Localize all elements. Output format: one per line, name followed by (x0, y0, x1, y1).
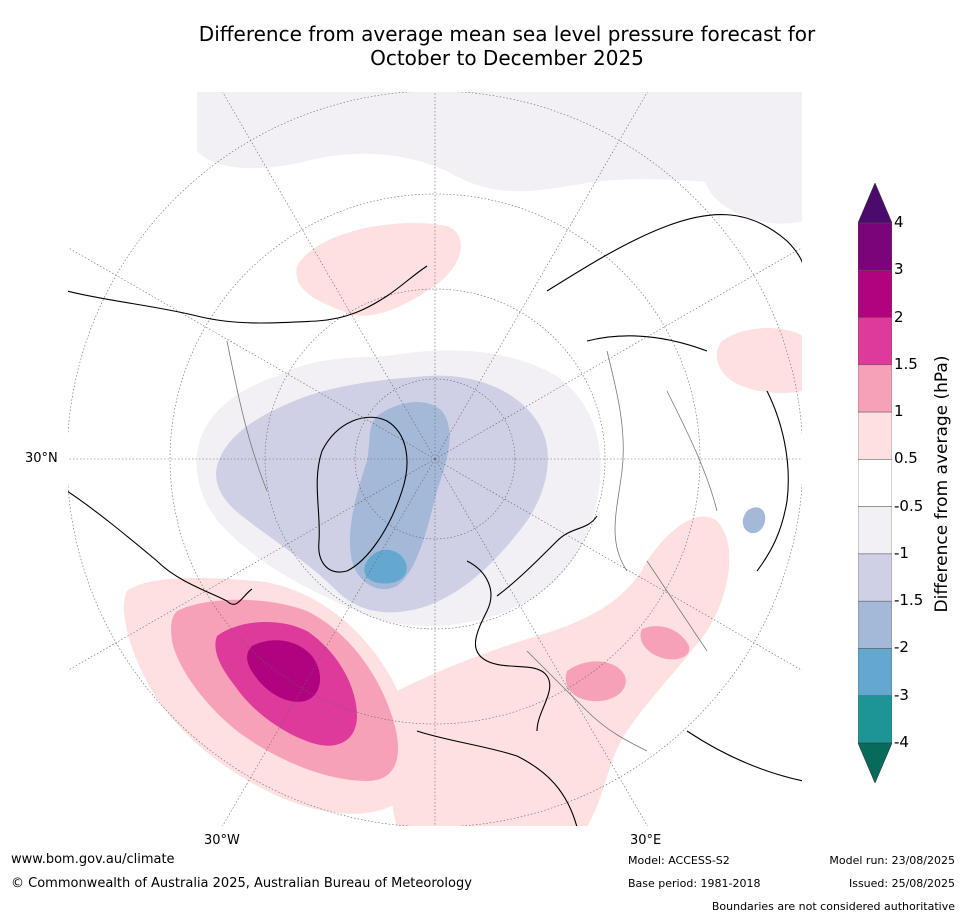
anomaly-region-alaska-positive (296, 222, 461, 316)
label-30n: 30°N (25, 451, 58, 466)
colorbar-tick-label: 1.5 (894, 354, 918, 373)
colorbar-segment (858, 222, 892, 271)
colorbar-segment (858, 459, 892, 507)
colorbar-segment (858, 270, 892, 318)
anomaly-region-balkans-pink (565, 661, 626, 702)
colorbar-tick-label: 1 (894, 402, 904, 421)
anomaly-region-east-asia-positive (716, 327, 803, 393)
footer-website[interactable]: www.bom.gov.au/climate (11, 852, 175, 867)
colorbar-segment (858, 648, 892, 696)
colorbar-tick-label: -4 (894, 733, 909, 751)
colorbar-tick-label: 2 (894, 307, 904, 326)
colorbar-tick-label: 3 (894, 260, 904, 279)
colorbar-segment (858, 553, 892, 602)
colorbar-segments (858, 183, 892, 783)
colorbar-extend-top (858, 183, 892, 224)
coastlines (67, 214, 803, 827)
anomaly-region-greenland-stronger (364, 549, 407, 584)
colorbar-title: Difference from average (hPa) (932, 355, 952, 613)
colorbar-tick-label: 4 (894, 213, 904, 231)
anomaly-region-atlantic-peak (247, 640, 321, 702)
title-line-1: Difference from average mean sea level p… (198, 22, 816, 46)
colorbar-extend-bottom (858, 742, 892, 783)
anomaly-region-arctic-strong (349, 401, 450, 590)
colorbar-segment (858, 411, 892, 460)
colorbar-tick-label: -1.5 (894, 591, 924, 610)
footer-boundaries: Boundaries are not considered authoritat… (711, 900, 955, 913)
label-30w: 30°W (204, 833, 240, 848)
map-canvas (67, 91, 803, 827)
colorbar-tick-label: -2 (894, 638, 909, 657)
colorbar-segment (858, 506, 892, 555)
title-line-2: October to December 2025 (370, 46, 644, 70)
graticule (67, 91, 803, 827)
colorbar-segment (858, 317, 892, 366)
anomaly-region-north-pacific-light-2 (607, 91, 803, 224)
footer-model-run: Model run: 23/08/2025 (829, 854, 955, 867)
anomaly-region-caspian-pink (640, 626, 690, 660)
colorbar-tick-label: -0.5 (894, 496, 924, 515)
footer-issued: Issued: 25/08/2025 (848, 877, 955, 890)
anomaly-region-eurasia-positive (389, 516, 730, 827)
label-30e: 30°E (630, 833, 662, 848)
footer-copyright: © Commonwealth of Australia 2025, Austra… (11, 876, 472, 891)
colorbar-tick-label: 0.5 (894, 449, 918, 468)
colorbar-segment (858, 600, 892, 649)
colorbar (858, 183, 892, 783)
colorbar-tick-label: -1 (894, 543, 909, 562)
footer-base-period: Base period: 1981-2018 (628, 877, 761, 890)
country-boundaries (226, 340, 718, 752)
colorbar-segment (858, 695, 892, 744)
polar-stereographic-map[interactable] (67, 91, 803, 827)
chart-title: Difference from average mean sea level p… (0, 22, 965, 70)
colorbar-segment (858, 364, 892, 413)
footer-model: Model: ACCESS-S2 (628, 854, 730, 867)
map-frame (67, 91, 803, 827)
colorbar-tick-label: -3 (894, 685, 909, 704)
anomaly-region-east-asia-spot (742, 507, 766, 534)
